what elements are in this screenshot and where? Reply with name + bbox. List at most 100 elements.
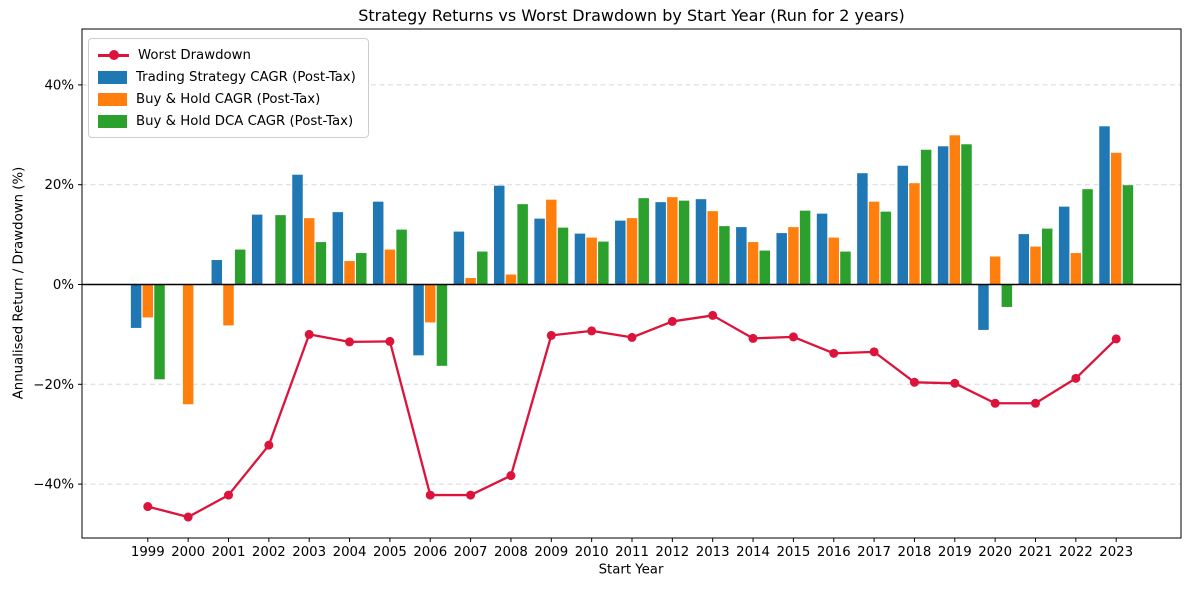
x-tick-label: 2021	[1019, 545, 1053, 560]
legend-swatch-icon	[98, 92, 127, 106]
x-tick-label: 2017	[857, 545, 891, 560]
x-tick-label: 2000	[171, 545, 205, 560]
bar-trading-strategy	[413, 284, 424, 356]
bar-buy-hold	[344, 261, 355, 285]
bar-buy-hold-dca	[275, 215, 286, 285]
bar-trading-strategy	[736, 227, 747, 285]
bar-trading-strategy	[332, 212, 344, 285]
bar-buy-hold	[747, 242, 759, 285]
bar-trading-strategy	[251, 214, 263, 285]
bar-buy-hold	[1110, 152, 1122, 285]
bar-buy-hold	[828, 237, 839, 285]
bar-trading-strategy	[494, 185, 505, 285]
x-tick-label: 2009	[534, 545, 568, 560]
x-tick-label: 2005	[373, 545, 407, 560]
bar-buy-hold	[546, 199, 557, 285]
bar-buy-hold-dca	[1122, 185, 1134, 285]
x-tick-label: 2007	[454, 545, 488, 560]
x-tick-label: 2004	[333, 545, 367, 560]
x-tick-label: 2013	[696, 545, 730, 560]
bar-buy-hold-dca	[557, 227, 569, 285]
y-tick-label: −20%	[33, 378, 74, 393]
bar-buy-hold	[909, 183, 920, 285]
bar-buy-hold	[989, 256, 1001, 285]
bar-buy-hold-dca	[638, 198, 649, 285]
bar-buy-hold	[586, 237, 597, 285]
drawdown-line	[147, 314, 1118, 519]
bar-trading-strategy	[615, 220, 626, 285]
x-tick-label: 2022	[1059, 545, 1093, 560]
bar-buy-hold-dca	[517, 204, 528, 285]
legend: Worst Drawdown Trading Strategy CAGR (Po…	[88, 38, 369, 138]
drawdown-point	[708, 310, 718, 320]
x-tick-label: 2014	[736, 545, 770, 560]
bar-buy-hold	[788, 227, 799, 285]
bar-buy-hold-dca	[799, 210, 811, 285]
bar-buy-hold-dca	[961, 144, 972, 285]
x-tick-label: 2001	[212, 545, 246, 560]
y-tick-label: 20%	[44, 178, 74, 193]
x-tick-label: 2010	[575, 545, 609, 560]
bar-buy-hold-dca	[315, 242, 327, 285]
bar-buy-hold	[505, 274, 517, 285]
legend-item-worst-drawdown: Worst Drawdown	[98, 46, 356, 64]
bar-trading-strategy	[857, 173, 868, 285]
legend-label: Trading Strategy CAGR (Post-Tax)	[136, 69, 356, 85]
x-tick-label: 2018	[898, 545, 932, 560]
x-tick-label: 2012	[655, 545, 689, 560]
bar-buy-hold	[1030, 246, 1041, 285]
drawdown-point	[950, 378, 960, 388]
legend-line-marker-icon	[98, 49, 129, 62]
bar-buy-hold	[182, 284, 194, 405]
y-tick-label: −40%	[33, 478, 74, 493]
bar-trading-strategy	[816, 213, 828, 285]
x-tick-label: 2016	[817, 545, 851, 560]
bar-trading-strategy	[655, 202, 666, 285]
legend-label: Worst Drawdown	[138, 47, 251, 63]
bar-buy-hold	[868, 201, 880, 285]
bar-buy-hold-dca	[880, 211, 892, 285]
bar-buy-hold	[667, 197, 678, 285]
bar-trading-strategy	[292, 174, 303, 285]
legend-item-trading-strategy: Trading Strategy CAGR (Post-Tax)	[98, 68, 356, 86]
chart-title: Strategy Returns vs Worst Drawdown by St…	[358, 6, 905, 25]
drawdown-point	[748, 333, 758, 343]
bar-buy-hold	[223, 284, 234, 326]
drawdown-point	[829, 348, 839, 358]
bar-buy-hold	[303, 218, 315, 285]
bar-trading-strategy	[776, 233, 787, 285]
drawdown-point	[909, 377, 919, 387]
legend-label: Buy & Hold DCA CAGR (Post-Tax)	[136, 113, 354, 129]
bar-trading-strategy	[211, 260, 223, 285]
drawdown-point	[546, 330, 556, 340]
drawdown-point	[869, 347, 879, 357]
bar-buy-hold-dca	[719, 226, 730, 285]
bar-trading-strategy	[453, 231, 465, 285]
drawdown-point	[788, 332, 798, 342]
bar-trading-strategy	[978, 284, 989, 330]
drawdown-point	[385, 336, 395, 346]
x-tick-label: 2019	[938, 545, 972, 560]
bar-buy-hold-dca	[154, 284, 165, 380]
legend-item-buy-hold: Buy & Hold CAGR (Post-Tax)	[98, 90, 356, 108]
legend-swatch-icon	[98, 70, 127, 84]
x-tick-label: 2011	[615, 545, 649, 560]
bar-buy-hold	[142, 284, 154, 318]
bar-buy-hold-dca	[1041, 228, 1053, 285]
drawdown-point	[990, 398, 1000, 408]
y-tick-label: 40%	[44, 78, 74, 93]
bar-buy-hold-dca	[436, 284, 448, 366]
drawdown-point	[425, 490, 435, 500]
bar-buy-hold	[1070, 253, 1082, 285]
bar-buy-hold	[949, 135, 961, 285]
x-tick-label: 2006	[413, 545, 447, 560]
bar-trading-strategy	[534, 218, 545, 285]
bar-buy-hold	[707, 211, 718, 285]
bar-buy-hold-dca	[920, 149, 932, 285]
bar-buy-hold-dca	[396, 229, 407, 285]
x-tick-label: 2015	[776, 545, 810, 560]
bar-trading-strategy	[1058, 206, 1070, 285]
x-tick-label: 2020	[978, 545, 1012, 560]
bar-trading-strategy	[1018, 234, 1030, 285]
